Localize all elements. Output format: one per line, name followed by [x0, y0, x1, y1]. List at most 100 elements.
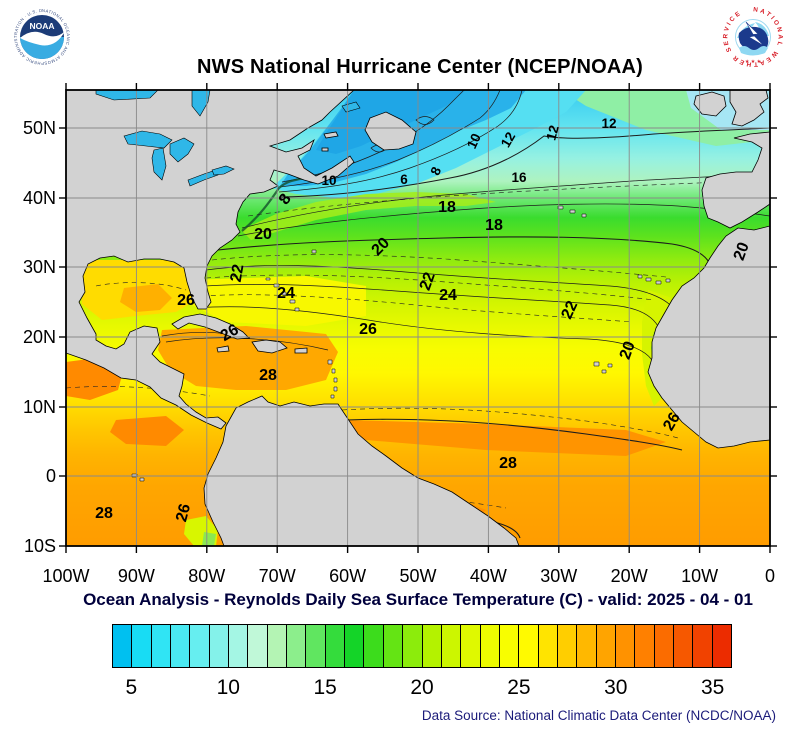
- colorbar-cell: [480, 625, 500, 667]
- colorbar-cell: [171, 625, 191, 667]
- colorbar-tick: 15: [313, 676, 337, 699]
- page-title: NWS National Hurricane Center (NCEP/NOAA…: [196, 56, 644, 78]
- contour-label: 6: [400, 172, 408, 187]
- contour-label: 28: [499, 455, 517, 472]
- colorbar-tick: 10: [216, 676, 240, 699]
- contour-label: 24: [277, 285, 295, 302]
- contour-label: 26: [660, 410, 684, 434]
- contour-label: 10: [321, 173, 336, 188]
- lat-label: 0: [45, 466, 56, 486]
- map-caption: Ocean Analysis - Reynolds Daily Sea Surf…: [83, 590, 753, 609]
- lake-erie: [187, 169, 219, 187]
- land-ireland: [693, 91, 727, 117]
- land-small-islands: [131, 205, 671, 482]
- lat-label: 30N: [22, 257, 56, 277]
- colorbar-cell: [538, 625, 558, 667]
- sst-map: 10 6 8 8 10 12 12 12 16 18 18 20 20 20 22 22 22 24 24 26 26 2…: [58, 82, 778, 554]
- colorbar-cell: [229, 625, 249, 667]
- colorbar-cell: [306, 625, 326, 667]
- colorbar-tick: 35: [700, 676, 725, 699]
- contour-label: 22: [558, 298, 581, 321]
- land-puerto-rico: [294, 347, 308, 354]
- land-anticosti: [323, 131, 339, 139]
- colorbar-cell: [441, 625, 462, 667]
- lake-huron: [169, 137, 195, 163]
- hudson-bay: [95, 90, 159, 101]
- lon-label: 20W: [610, 566, 648, 586]
- colorbar-cell: [557, 625, 578, 667]
- colorbar-tick: 20: [410, 676, 434, 699]
- colorbar-cell: [712, 625, 731, 667]
- lake-ontario: [211, 165, 235, 176]
- contour-label: 24: [439, 287, 457, 304]
- colorbar-tick: 25: [507, 676, 531, 699]
- colorbar-cell: [654, 625, 674, 667]
- colorbar-cell: [383, 625, 404, 667]
- noaa-logo: NATIONAL OCEANIC AND ATMOSPHERIC ADMINIS…: [10, 5, 73, 68]
- colorbar-cell: [403, 625, 423, 667]
- lon-label: 90W: [117, 566, 155, 586]
- axis-ticks: [59, 83, 777, 553]
- colorbar: [112, 624, 732, 668]
- land-north-america: [66, 90, 355, 430]
- lon-label: 50W: [399, 566, 437, 586]
- contour-label: 22: [417, 270, 439, 293]
- lon-label: 40W: [469, 566, 507, 586]
- james-bay: [191, 90, 211, 117]
- colorbar-cell: [345, 625, 365, 667]
- contour-label: 26: [173, 502, 194, 524]
- graticule: [66, 90, 770, 546]
- contour-label: 18: [485, 217, 503, 234]
- lon-label: 10W: [681, 566, 719, 586]
- contour-label: 18: [438, 199, 456, 216]
- lake-melville: [341, 101, 361, 113]
- contour-label: 20: [254, 226, 272, 243]
- nws-logo: NATIONAL WEATHER SERVICE ★ ★ ★: [722, 6, 783, 68]
- lat-label: 40N: [22, 188, 56, 208]
- colorbar-cell: [364, 625, 384, 667]
- contour-label: 28: [259, 367, 277, 384]
- contour-label: 12: [601, 116, 616, 131]
- contour-label: 26: [359, 321, 377, 338]
- nws-wave-icon: [739, 46, 768, 56]
- land-pei: [321, 147, 329, 152]
- colorbar-tick-labels: 5 10 15 20 25 30 35: [112, 676, 732, 702]
- colorbar-cell: [287, 625, 307, 667]
- lon-label: 30W: [540, 566, 578, 586]
- contour-label: 16: [511, 170, 527, 185]
- colorbar-tick: 5: [125, 676, 138, 699]
- map-border: [65, 89, 771, 547]
- colorbar-cell: [248, 625, 268, 667]
- land-cuba: [171, 313, 250, 340]
- lat-label: 10S: [23, 536, 56, 556]
- lat-label: 50N: [22, 118, 56, 138]
- colorbar-cell: [325, 625, 346, 667]
- colorbar-cell: [151, 625, 172, 667]
- colorbar-cell: [209, 625, 230, 667]
- colorbar-cell: [132, 625, 152, 667]
- nws-lightning-icon: [745, 21, 765, 47]
- land-great-britain: [729, 90, 769, 127]
- colorbar-cell: [113, 625, 133, 667]
- lake-michigan: [151, 147, 167, 181]
- nws-stars: ★ ★ ★: [745, 59, 762, 65]
- colorbar-tick: 30: [604, 676, 628, 699]
- contour-label: 22: [228, 263, 248, 284]
- lon-label: 0: [764, 566, 775, 586]
- land-france-iberia: [701, 131, 770, 229]
- land-newfoundland: [364, 111, 417, 151]
- land-masses: [66, 90, 770, 546]
- noaa-seagull-icon: [20, 31, 65, 46]
- lon-label: 70W: [258, 566, 296, 586]
- colorbar-cell: [190, 625, 210, 667]
- contour-label: 12: [498, 129, 519, 150]
- colorbar-cell: [267, 625, 288, 667]
- data-source-note: Data Source: National Climatic Data Cent…: [421, 708, 776, 723]
- contour-label: 28: [95, 505, 113, 522]
- noaa-logo-label: NOAA: [29, 21, 54, 31]
- colorbar-cell: [461, 625, 481, 667]
